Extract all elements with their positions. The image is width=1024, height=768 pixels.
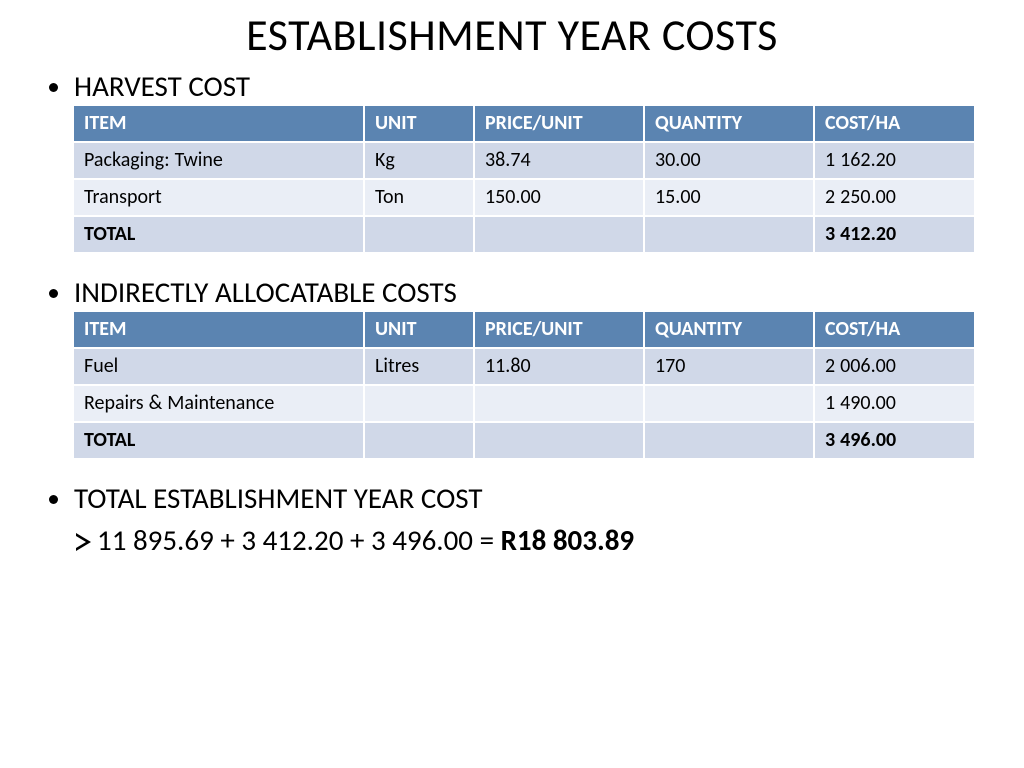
cell-item: Transport bbox=[74, 179, 364, 216]
section-heading-grand-total: TOTAL ESTABLISHMENT YEAR COST bbox=[74, 480, 984, 516]
cell-total-label: TOTAL bbox=[74, 422, 364, 459]
grand-total-expression: 11 895.69 + 3 412.20 + 3 496.00 = bbox=[97, 522, 501, 558]
cell-total-cost: 3 496.00 bbox=[814, 422, 974, 459]
table-total-row: TOTAL 3 412.20 bbox=[74, 216, 974, 253]
table-header-row: ITEM UNIT PRICE/UNIT QUANTITY COST/HA bbox=[74, 312, 974, 348]
col-unit: UNIT bbox=[364, 312, 474, 348]
table-row: Transport Ton 150.00 15.00 2 250.00 bbox=[74, 179, 974, 216]
slide-content: ESTABLISHMENT YEAR COSTS HARVEST COST IT… bbox=[0, 0, 1024, 558]
cell-total-label: TOTAL bbox=[74, 216, 364, 253]
cell-cost: 1 162.20 bbox=[814, 142, 974, 179]
section-heading-indirect: INDIRECTLY ALLOCATABLE COSTS bbox=[74, 274, 984, 310]
harvest-cost-table: ITEM UNIT PRICE/UNIT QUANTITY COST/HA Pa… bbox=[74, 106, 974, 254]
cell-qty: 170 bbox=[644, 348, 814, 385]
cell-unit: Kg bbox=[364, 142, 474, 179]
col-cost: COST/HA bbox=[814, 106, 974, 142]
cell-cost: 2 250.00 bbox=[814, 179, 974, 216]
cell-price bbox=[474, 385, 644, 422]
grand-total-line: 11 895.69 + 3 412.20 + 3 496.00 = R18 80… bbox=[76, 522, 984, 558]
cell-qty: 15.00 bbox=[644, 179, 814, 216]
cell-item: Repairs & Maintenance bbox=[74, 385, 364, 422]
grand-total-result: R18 803.89 bbox=[501, 522, 635, 558]
section-heading-harvest: HARVEST COST bbox=[74, 68, 984, 104]
cell-price: 38.74 bbox=[474, 142, 644, 179]
cell-qty bbox=[644, 385, 814, 422]
cell-total-cost: 3 412.20 bbox=[814, 216, 974, 253]
cell-cost: 2 006.00 bbox=[814, 348, 974, 385]
cell-unit: Litres bbox=[364, 348, 474, 385]
page-title: ESTABLISHMENT YEAR COSTS bbox=[40, 8, 984, 62]
table-header-row: ITEM UNIT PRICE/UNIT QUANTITY COST/HA bbox=[74, 106, 974, 142]
col-item: ITEM bbox=[74, 106, 364, 142]
table-total-row: TOTAL 3 496.00 bbox=[74, 422, 974, 459]
col-item: ITEM bbox=[74, 312, 364, 348]
col-qty: QUANTITY bbox=[644, 106, 814, 142]
table-row: Repairs & Maintenance 1 490.00 bbox=[74, 385, 974, 422]
col-cost: COST/HA bbox=[814, 312, 974, 348]
col-price: PRICE/UNIT bbox=[474, 312, 644, 348]
cell-price: 150.00 bbox=[474, 179, 644, 216]
table-row: Packaging: Twine Kg 38.74 30.00 1 162.20 bbox=[74, 142, 974, 179]
cell-price: 11.80 bbox=[474, 348, 644, 385]
col-qty: QUANTITY bbox=[644, 312, 814, 348]
arrow-bullet-icon bbox=[76, 533, 91, 551]
col-price: PRICE/UNIT bbox=[474, 106, 644, 142]
col-unit: UNIT bbox=[364, 106, 474, 142]
cell-item: Packaging: Twine bbox=[74, 142, 364, 179]
cell-cost: 1 490.00 bbox=[814, 385, 974, 422]
cell-item: Fuel bbox=[74, 348, 364, 385]
cell-unit bbox=[364, 385, 474, 422]
indirect-cost-table: ITEM UNIT PRICE/UNIT QUANTITY COST/HA Fu… bbox=[74, 312, 974, 460]
table-row: Fuel Litres 11.80 170 2 006.00 bbox=[74, 348, 974, 385]
cell-unit: Ton bbox=[364, 179, 474, 216]
cell-qty: 30.00 bbox=[644, 142, 814, 179]
